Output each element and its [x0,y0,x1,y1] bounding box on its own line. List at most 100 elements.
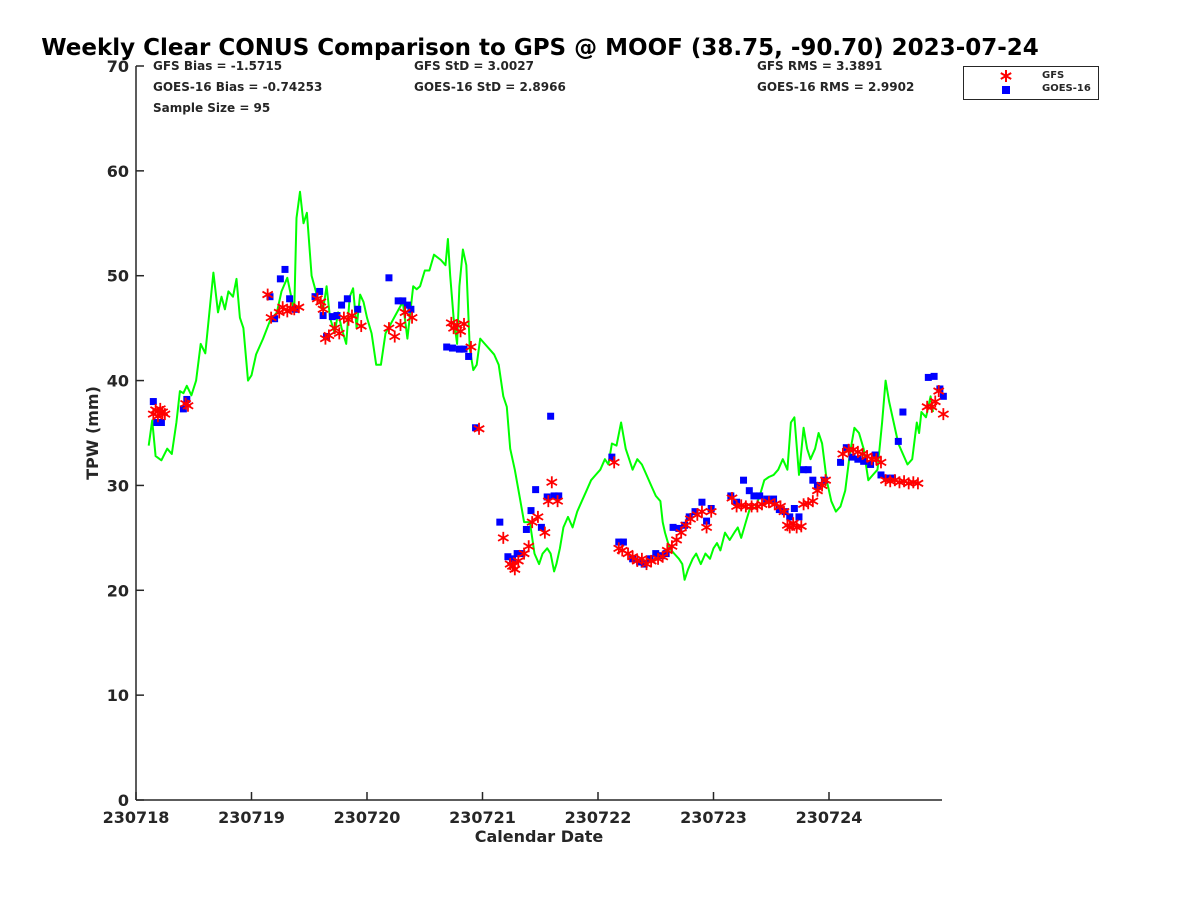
goes-rms-stat: GOES-16 RMS = 2.9902 [757,80,915,94]
x-axis-ticks: 230718 230719 230720 230721 230722 230723 2307… [103,792,863,827]
goes-point [899,408,907,416]
x-tick-label: 230724 [796,808,863,827]
gfs-point [636,552,648,565]
gfs-point [551,495,564,508]
goes-point [316,287,324,295]
x-tick-label: 230721 [449,808,516,827]
goes-point [936,385,944,393]
y-tick-label: 20 [107,581,129,600]
goes-point [727,492,735,500]
goes-point [867,460,875,468]
x-tick-label: 230723 [680,808,747,827]
gfs-point [315,295,327,308]
goes-point [385,274,393,282]
gfs-point [329,322,341,335]
goes-point [894,437,902,445]
goes-point [662,550,670,558]
gfs-point [458,317,470,330]
y-tick-label: 40 [107,372,129,391]
goes-point [615,538,623,546]
chart-legend: GFS GOES-16 [963,66,1099,100]
x-tick-label: 230722 [565,808,632,827]
x-axis-label: Calendar Date [475,827,604,846]
goes-point [924,373,932,381]
goes-point [394,297,402,305]
gfs-point [866,453,878,466]
goes-point [608,453,616,461]
goes-point [354,305,362,313]
gfs-point [546,476,558,489]
goes-point [522,525,530,533]
gfs-point [542,495,554,508]
goes-point [281,265,289,273]
gfs-point [394,318,407,331]
goes-point [698,498,706,506]
gfs-point [933,385,945,398]
goes-point [786,513,794,521]
gfs-point [323,329,335,342]
goes-point [691,508,699,516]
gfs-point [627,550,639,563]
gfs-point [937,408,949,421]
goes-point [795,513,803,521]
goes-point [939,392,947,400]
gfs-point [465,341,477,354]
goes-point [460,345,468,353]
gfs-point [608,456,620,469]
gfs-point [811,484,824,497]
gfs-point [763,496,775,509]
gfs-point [262,288,274,301]
goes-point [652,550,660,558]
gfs-point [532,510,544,523]
goes-point [883,474,891,482]
goes-point [790,504,798,512]
goes-point [804,466,812,474]
goes-point [443,343,451,351]
gfs-point [819,474,832,487]
gfs-point [399,306,411,319]
goes-point [837,458,845,466]
gfs-point [346,309,358,322]
gfs-point [645,554,657,567]
goes-bias-stat: GOES-16 Bias = -0.74253 [153,80,323,94]
goes-point [740,476,748,484]
gfs-point [912,477,924,490]
goes-point [518,550,526,558]
y-tick-label: 60 [107,162,129,181]
gfs-point [842,443,855,456]
goes-point [877,471,885,479]
goes-point [153,419,161,427]
gfs-point [526,516,538,529]
gps-series [147,190,934,581]
goes-point [745,487,753,495]
gfs-point [523,540,535,553]
goes-point [685,513,693,521]
goes-point [550,492,558,500]
goes-point [343,295,351,303]
y-tick-label: 30 [107,476,129,495]
goes-point [333,312,341,320]
goes-point [555,492,563,500]
gps-line [147,190,934,581]
goes-point [532,486,540,494]
goes-point [509,555,517,563]
goes-point [750,492,758,500]
goes-point [465,352,473,360]
legend-gfs-marker-icon [1000,70,1012,82]
goes-std-stat: GOES-16 StD = 2.8966 [414,80,566,94]
gfs-point [333,327,345,340]
goes-point [756,492,764,500]
goes-point [276,275,284,283]
y-tick-label: 10 [107,686,129,705]
goes-point [537,523,545,531]
goes-point [319,312,327,320]
gfs-point [696,505,708,518]
gfs-point [182,399,194,412]
gfs-point [152,410,164,423]
goes-point [286,295,294,303]
goes-point [871,451,879,459]
goes-point [496,518,504,526]
y-axis-label: TPW (mm) [83,386,102,480]
goes-point [800,466,808,474]
goes-point [504,553,512,561]
